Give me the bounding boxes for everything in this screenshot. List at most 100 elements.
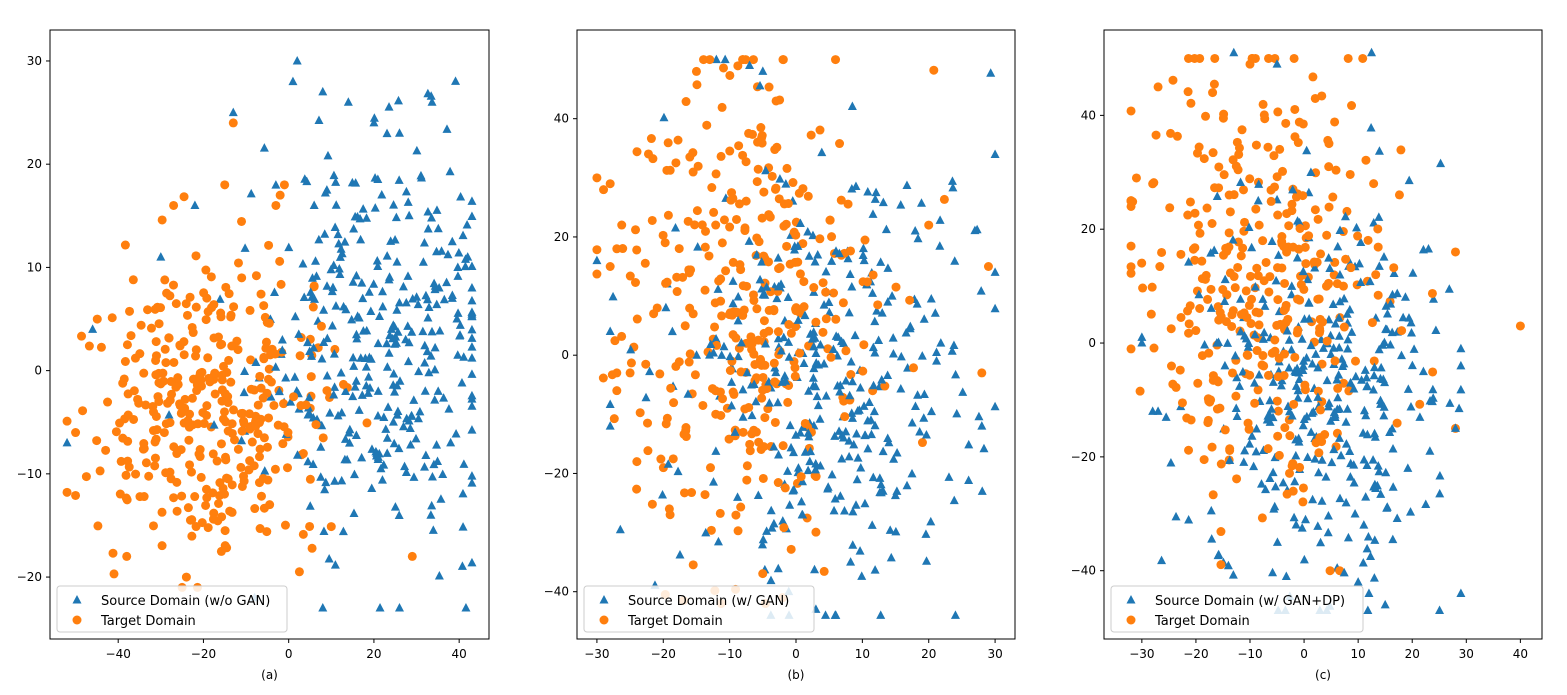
source-point (847, 184, 857, 193)
source-point (1311, 349, 1321, 358)
source-point (1290, 476, 1300, 486)
target-point (1261, 257, 1271, 267)
y-tick-label: −20 (544, 466, 569, 480)
target-point (122, 551, 132, 561)
x-tick-label: 10 (855, 647, 870, 661)
source-point (319, 305, 329, 314)
source-point (1456, 343, 1466, 353)
target-point (868, 270, 878, 280)
target-point (753, 164, 763, 174)
source-point (868, 209, 878, 218)
source-point (785, 420, 795, 430)
source-point (384, 102, 394, 111)
target-point (1272, 396, 1282, 406)
target-point (202, 493, 212, 503)
target-point (1253, 271, 1263, 281)
target-point (1146, 309, 1156, 319)
source-point (1306, 427, 1316, 436)
target-point (1450, 247, 1460, 257)
target-point (224, 355, 234, 365)
y-tick-label: 20 (27, 157, 42, 171)
source-point (749, 379, 759, 388)
target-point (279, 180, 289, 190)
source-point (1330, 409, 1340, 419)
x-tick-label: 0 (1300, 647, 1308, 661)
x-tick-label: −20 (191, 647, 216, 661)
source-point (311, 271, 321, 280)
source-point (709, 348, 719, 357)
source-point (404, 210, 414, 220)
target-point (706, 525, 716, 535)
source-point (363, 388, 373, 397)
target-point (163, 398, 173, 408)
source-point (823, 482, 833, 491)
target-point (725, 222, 735, 232)
source-point (913, 390, 923, 399)
target-point (783, 397, 793, 407)
target-point (256, 383, 266, 393)
source-point (1238, 366, 1248, 376)
source-point (902, 180, 912, 190)
target-point (168, 280, 178, 290)
target-point (1236, 251, 1246, 261)
source-point (837, 454, 847, 463)
target-point (806, 130, 816, 140)
source-point (720, 54, 730, 64)
source-point (413, 413, 423, 423)
target-point (1151, 130, 1161, 140)
source-point (641, 392, 651, 402)
source-point (427, 471, 437, 481)
source-point (919, 314, 929, 323)
source-point (1269, 504, 1279, 513)
source-point (836, 336, 846, 346)
source-point (1349, 383, 1359, 393)
source-point (330, 222, 340, 232)
source-point (354, 313, 364, 322)
source-point (1456, 360, 1466, 370)
target-point (201, 410, 211, 420)
source-point (717, 350, 727, 359)
source-point (88, 324, 98, 333)
target-point (253, 429, 263, 439)
target-point (666, 383, 676, 393)
target-point (788, 178, 798, 188)
source-point (444, 404, 454, 413)
source-point (433, 223, 443, 233)
target-point (1273, 295, 1283, 305)
target-point (1137, 258, 1147, 268)
target-point (655, 369, 665, 379)
x-tick-label: −30 (584, 647, 609, 661)
target-point (255, 371, 265, 381)
source-point (418, 326, 428, 336)
source-point (407, 327, 417, 336)
source-point (457, 378, 467, 387)
source-point (1403, 384, 1413, 393)
target-point (237, 426, 247, 436)
source-point (373, 174, 383, 184)
source-point (1302, 353, 1312, 362)
target-point (205, 377, 215, 387)
source-point (781, 179, 791, 188)
source-point (773, 397, 783, 407)
target-point (233, 444, 243, 454)
source-point (1245, 439, 1255, 448)
source-point (1360, 365, 1370, 374)
source-point (990, 303, 1000, 313)
source-point (892, 447, 902, 457)
source-point (711, 334, 721, 343)
source-point (404, 337, 414, 347)
target-point (185, 292, 195, 302)
source-point (878, 446, 888, 456)
source-point (875, 487, 885, 497)
source-point (974, 411, 984, 421)
target-point (599, 185, 609, 195)
source-point (1306, 167, 1316, 177)
target-point (688, 148, 698, 158)
source-point (335, 269, 345, 278)
target-point (1126, 344, 1136, 354)
source-point (1388, 482, 1398, 491)
target-point (815, 234, 825, 244)
source-point (910, 401, 920, 410)
target-point (228, 118, 238, 128)
source-point (406, 411, 416, 420)
